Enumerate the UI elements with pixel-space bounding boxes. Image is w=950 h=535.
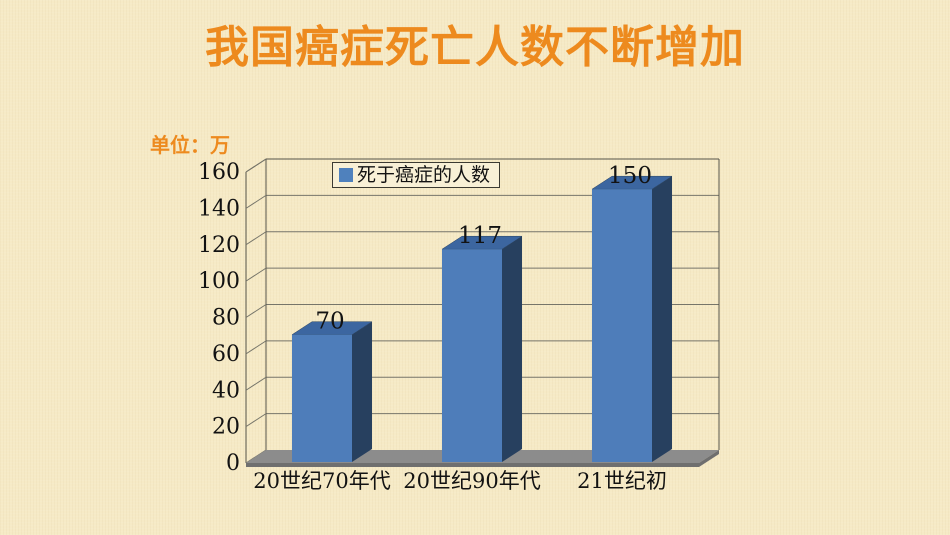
- y-axis-tick-connector: [245, 267, 267, 282]
- x-axis-category-label: 21世纪初: [577, 469, 667, 493]
- slide-title: 我国癌症死亡人数不断增加: [205, 22, 745, 73]
- chart-floor-front-edge: [246, 463, 699, 467]
- bar-front-face: [592, 189, 652, 462]
- y-axis-tick-label: 60: [212, 342, 240, 367]
- y-axis-tick-label: 40: [212, 378, 240, 403]
- y-axis-tick-connector: [245, 340, 267, 355]
- chart-floor-right-cap: [699, 450, 719, 467]
- bar-front-face: [292, 334, 352, 462]
- y-axis-tick-label: 100: [198, 269, 240, 294]
- y-axis-tick-label: 20: [212, 415, 240, 440]
- y-axis-tick-connector: [245, 376, 267, 391]
- unit-label: 单位：万: [150, 133, 230, 157]
- y-axis-tick-label: 120: [198, 233, 240, 258]
- x-axis-category-label: 20世纪70年代: [253, 469, 390, 493]
- y-axis-tick-connector: [245, 231, 267, 246]
- y-axis-tick-connector: [245, 304, 267, 318]
- bar-value-label: 150: [608, 163, 652, 189]
- y-axis-tick-label: 160: [198, 160, 240, 185]
- y-axis-tick-connector: [245, 158, 267, 173]
- chart-legend: 死于癌症的人数: [332, 162, 500, 188]
- y-axis-tick-label: 140: [198, 196, 240, 221]
- y-axis-tick-connector: [245, 413, 267, 428]
- legend-color-swatch-icon: [339, 168, 353, 182]
- bar-side-face: [352, 321, 372, 462]
- y-axis-tick-connector: [245, 194, 267, 209]
- x-axis-category-label: 20世纪90年代: [403, 469, 540, 493]
- y-axis-tick-label: 80: [212, 306, 240, 331]
- bar-value-label: 117: [458, 223, 502, 249]
- bar-value-label: 70: [315, 309, 344, 335]
- y-axis-tick-label: 0: [226, 451, 240, 476]
- bar-front-face: [442, 249, 502, 462]
- bar-side-face: [652, 176, 672, 462]
- legend-series-label: 死于癌症的人数: [357, 163, 491, 186]
- bar-side-face: [502, 236, 522, 462]
